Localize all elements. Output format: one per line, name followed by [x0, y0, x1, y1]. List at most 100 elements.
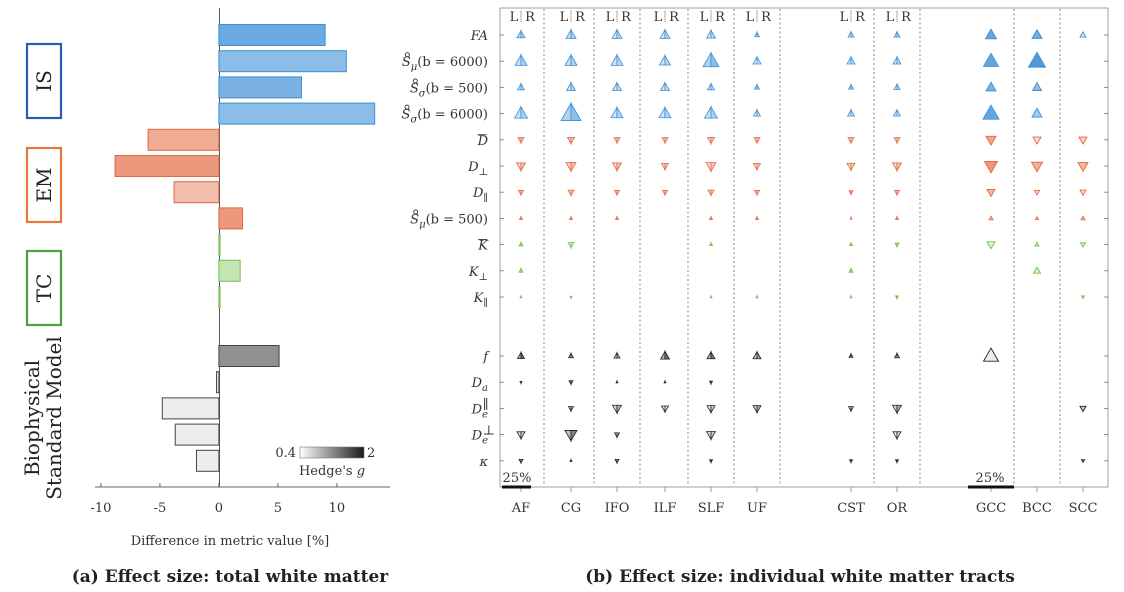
marker-uf-d-bar-right	[756, 137, 761, 145]
marker-af-s-mu-b-6000--left	[514, 53, 522, 66]
marker-uf-s-mu-b-6000--right	[756, 55, 762, 65]
group-box-em	[25, 146, 63, 224]
colorbar: 0.4 2 Hedge's g	[275, 446, 375, 479]
marker-ilf-d-e-par-right	[664, 405, 670, 414]
marker-af-s-mu-b-500--right	[520, 215, 524, 220]
marker-ilf-fa-right	[664, 28, 671, 39]
marker-af-kappa-right	[520, 459, 524, 465]
tract-label-ilf: ILF	[654, 501, 677, 516]
marker-uf-f-right	[756, 350, 762, 360]
marker-ilf-d-bar-left	[661, 137, 666, 145]
marker-slf-f-right	[710, 350, 716, 360]
marker-af-fa-left	[516, 29, 522, 39]
marker-gcc-f	[982, 347, 1000, 362]
marker-ifo-f-right	[616, 351, 621, 359]
row-ticks	[500, 34, 1108, 462]
row-label-base: D	[472, 186, 484, 201]
marker-ifo-d-bar-left	[613, 137, 618, 145]
marker-cst-d-bar-left	[847, 137, 852, 145]
row-label: f	[482, 350, 490, 365]
marker-cg-d-e-perp-right	[570, 430, 578, 443]
marker-bcc-d-par	[1033, 190, 1041, 196]
marker-ilf-d-bar-right	[664, 137, 669, 145]
lr-right-label: R	[901, 10, 912, 25]
marker-or-d-par-right	[896, 190, 901, 197]
marker-ifo-d-a-right	[616, 379, 619, 384]
group-box-is	[25, 42, 63, 120]
row-label: D	[477, 134, 489, 149]
row-label-sub: σ	[419, 88, 427, 99]
marker-cg-fa-left	[565, 28, 572, 39]
colorbar-max-label: 2	[367, 446, 375, 461]
marker-uf-d-perp-left	[752, 163, 758, 172]
marker-ifo-d-bar-right	[616, 137, 621, 145]
marker-or-d-perp-left	[891, 162, 898, 173]
marker-or-s-sigma-b-500--right	[896, 82, 901, 90]
marker-bcc-s-sigma-b-500-	[1031, 81, 1043, 91]
marker-scc-k-bar	[1079, 242, 1087, 249]
marker-gcc-fa	[984, 28, 998, 40]
marker-cg-d-bar-left	[566, 136, 572, 145]
colorbar-title-text: Hedge's	[299, 464, 353, 479]
marker-af-d-bar-left	[517, 137, 522, 145]
row-label: κ	[478, 455, 488, 470]
marker-ifo-d-e-perp-right	[616, 432, 621, 439]
lr-left-label: L	[560, 10, 569, 25]
marker-bcc-fa	[1031, 28, 1043, 39]
marker-slf-kappa-right	[710, 459, 714, 464]
marker-uf-s-sigma-b-6000--left	[752, 108, 758, 117]
group-label-em: EM	[32, 167, 56, 202]
lr-right-label: R	[525, 10, 536, 25]
bar-kappa	[195, 449, 220, 472]
row-label: Sσ(b = 500)	[410, 81, 488, 99]
bar-d-a	[216, 371, 220, 394]
bar-k-bar	[218, 233, 221, 256]
lr-left-label: L	[746, 10, 755, 25]
marker-ifo-s-mu-b-6000--right	[616, 53, 624, 66]
x-tick-label: 0	[215, 501, 223, 516]
marker-cst-fa-left	[847, 30, 852, 38]
marker-cg-s-mu-b-500--right	[570, 215, 574, 220]
marker-uf-d-e-par-left	[752, 405, 758, 415]
row-label-sub: a	[482, 383, 488, 394]
marker-cst-d-perp-right	[850, 162, 856, 172]
marker-or-fa-left	[893, 30, 898, 38]
row-label: De	[471, 402, 488, 420]
marker-cst-f-right	[850, 352, 854, 358]
markers	[513, 28, 1089, 465]
lr-left-label: L	[606, 10, 615, 25]
marker-uf-k-par-right	[756, 294, 759, 299]
row-label: Sμ(b = 500)	[410, 212, 488, 230]
marker-uf-s-sigma-b-500--right	[756, 83, 761, 90]
marker-bcc-k-perp	[1032, 266, 1042, 274]
row-label-base: S	[402, 55, 411, 70]
bar-k-par	[218, 286, 221, 308]
marker-ifo-s-sigma-b-500--right	[616, 81, 623, 91]
marker-af-d-a-right	[520, 381, 523, 385]
marker-scc-k-par	[1080, 295, 1086, 300]
marker-or-s-mu-b-6000--right	[896, 55, 902, 65]
marker-bcc-s-mu-b-500-	[1034, 215, 1040, 220]
row-label-sup: ∥	[483, 397, 489, 412]
marker-cst-s-sigma-b-500--right	[850, 83, 855, 90]
marker-bcc-d-perp	[1030, 161, 1044, 173]
ring-mark	[404, 104, 410, 110]
marker-cst-k-bar-right	[850, 241, 854, 247]
marker-bcc-d-bar	[1032, 136, 1042, 145]
bar-s-sigma-b-500-	[218, 76, 302, 99]
marker-cg-s-mu-b-6000--right	[570, 53, 578, 66]
marker-uf-f-left	[752, 350, 758, 360]
marker-gcc-s-sigma-b-500-	[985, 81, 997, 92]
marker-uf-d-par-right	[756, 190, 761, 197]
marker-cg-kappa-right	[570, 458, 573, 462]
marker-cst-d-bar-right	[850, 137, 855, 145]
marker-cst-d-perp-left	[846, 162, 852, 172]
bar-s-mu-b-6000-	[218, 50, 347, 73]
marker-ifo-s-sigma-b-6000--left	[610, 105, 618, 119]
marker-or-k-bar-right	[896, 242, 900, 249]
marker-af-k-bar-right	[520, 241, 524, 247]
marker-uf-d-perp-right	[756, 163, 762, 172]
marker-uf-d-e-par-right	[756, 405, 762, 415]
lr-right-label: R	[761, 10, 772, 25]
